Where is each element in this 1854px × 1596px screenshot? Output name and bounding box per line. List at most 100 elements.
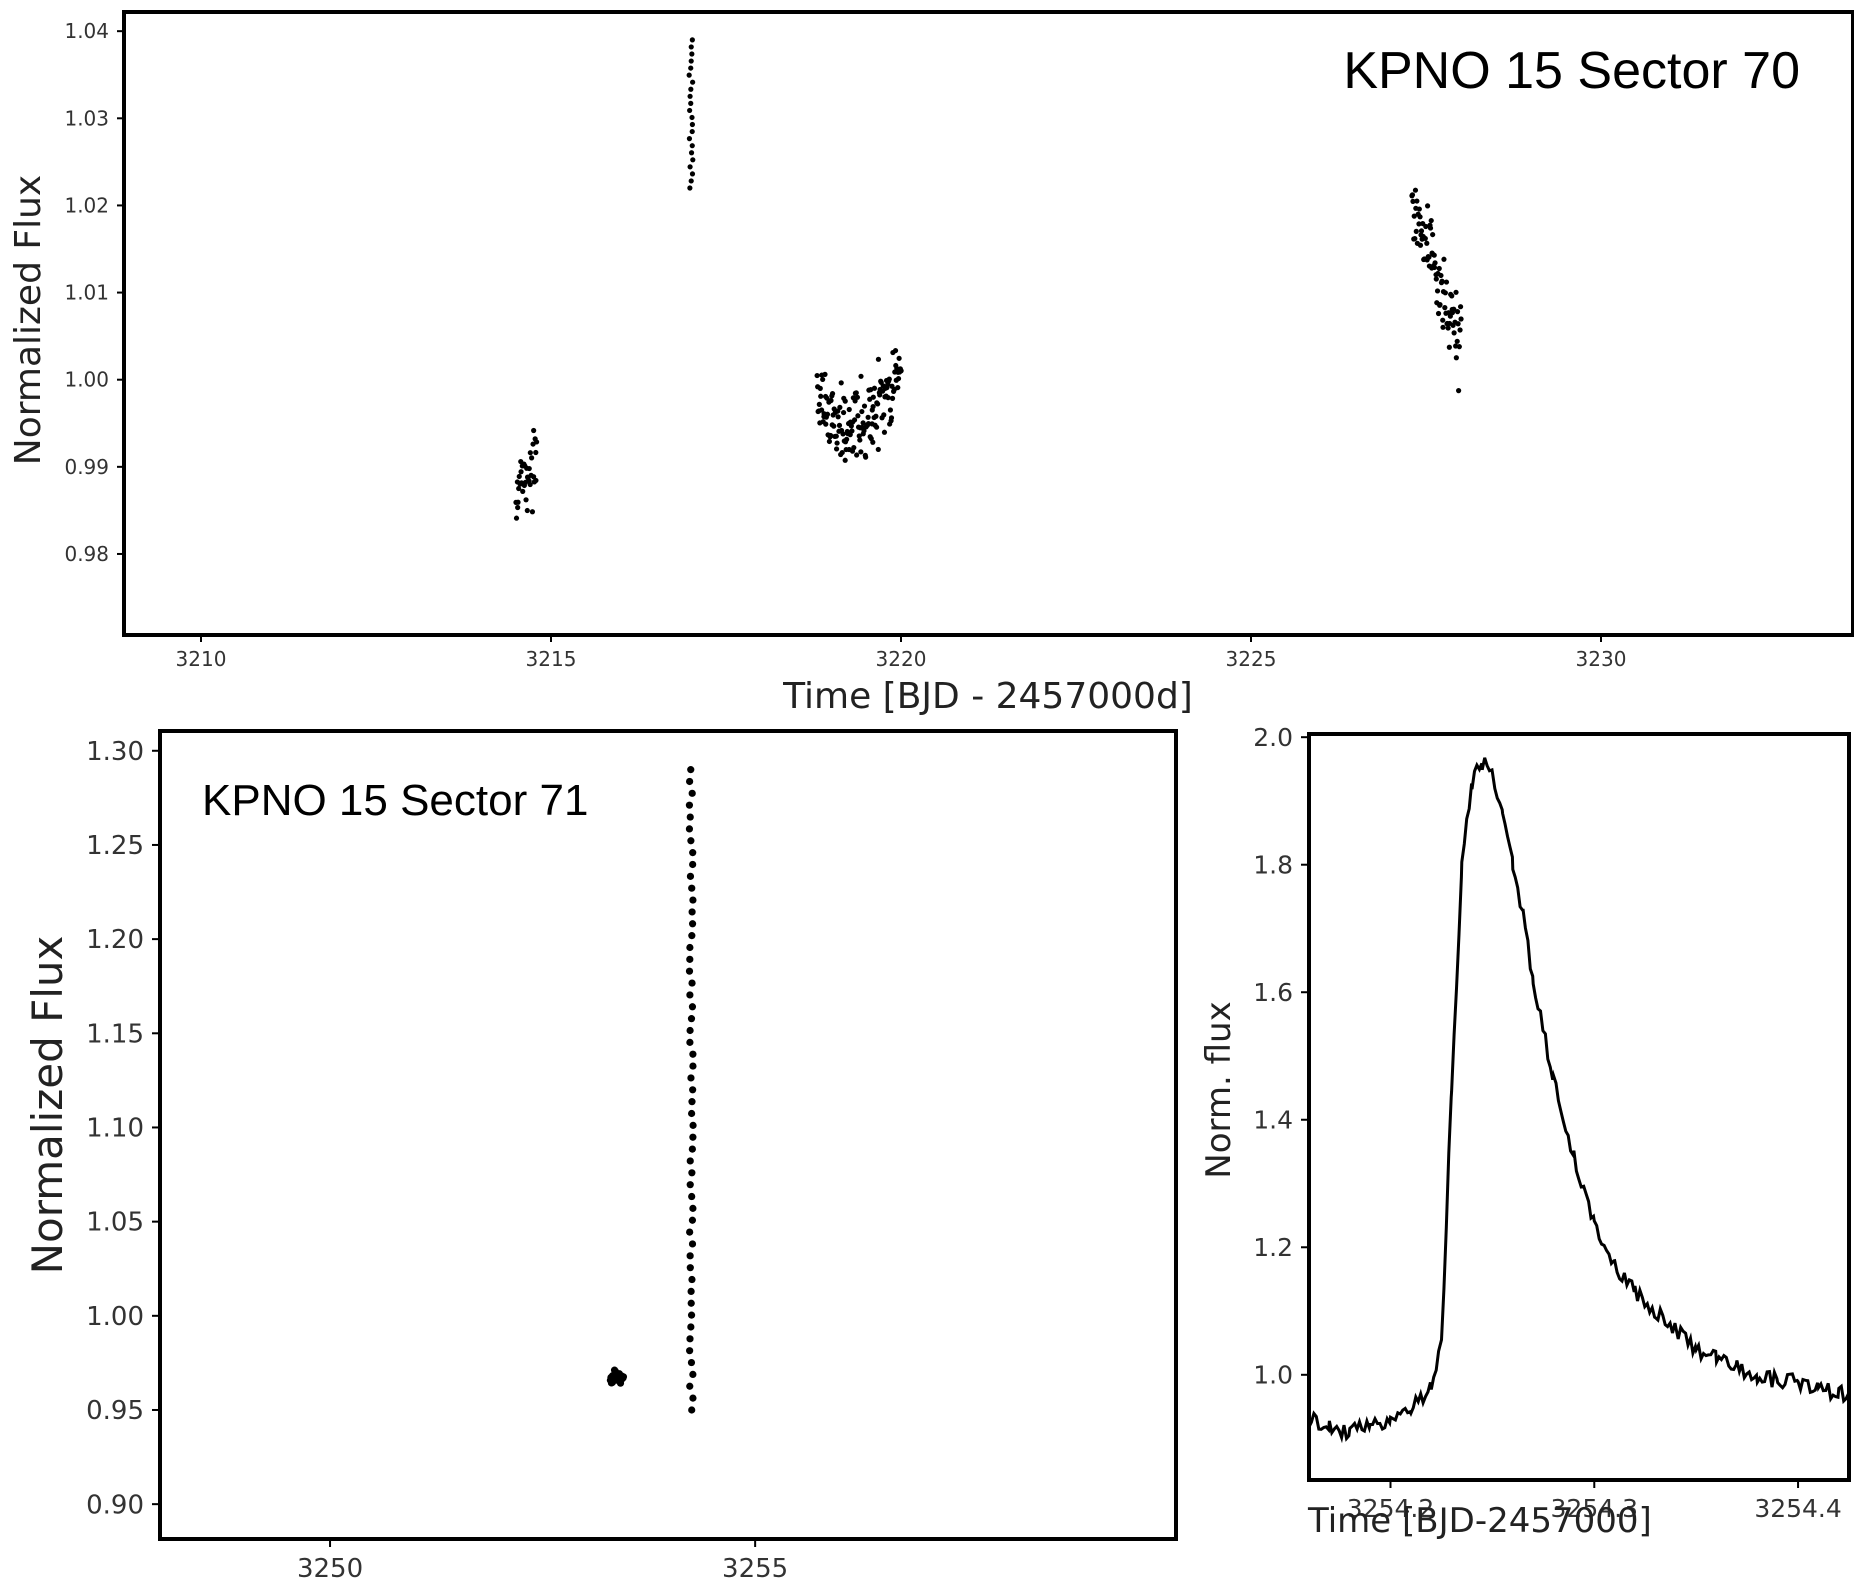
- flare-point: [687, 1287, 695, 1295]
- data-point: [885, 395, 891, 401]
- data-point: [1456, 344, 1462, 350]
- flare-zoom-y-axis-label: Norm. flux: [1199, 1001, 1239, 1178]
- flare-point: [687, 1358, 696, 1367]
- data-point: [881, 429, 888, 435]
- data-point: [842, 398, 848, 404]
- data-point: [1412, 187, 1419, 193]
- flare-point: [688, 789, 696, 797]
- data-point: [859, 408, 865, 415]
- sector-71-y-tick-label: 1.10: [86, 1114, 144, 1144]
- sector-70-data-points: [513, 187, 1464, 521]
- sector-71-y-tick-label: 1.05: [86, 1208, 144, 1238]
- data-point: [1428, 217, 1434, 224]
- sector-70-y-tick-label: 1.04: [64, 19, 109, 43]
- data-point: [824, 411, 831, 417]
- data-point: [863, 454, 869, 460]
- data-point: [1427, 225, 1434, 231]
- data-point: [1424, 240, 1430, 246]
- data-point: [1456, 388, 1462, 394]
- data-point: [527, 450, 533, 456]
- flare-zoom-y-tick-label: 1.0: [1253, 1361, 1293, 1390]
- flare-point: [687, 837, 695, 845]
- data-point: [533, 449, 539, 456]
- flare-point: [689, 37, 695, 43]
- data-point: [873, 413, 879, 419]
- flare-point: [686, 1252, 694, 1260]
- sector-70-x-ticks: 3210 3215 3220 3225 3230: [176, 635, 1626, 671]
- data-point: [1451, 306, 1457, 312]
- flare-zoom-y-ticks: 1.0 1.2 1.4 1.6 1.8 2.0: [1253, 723, 1309, 1390]
- flare-zoom-y-tick-label: 2.0: [1253, 723, 1293, 752]
- flare-point: [686, 1335, 694, 1343]
- flare-point: [688, 884, 696, 892]
- flare-point: [686, 1382, 694, 1390]
- data-point: [881, 412, 887, 418]
- flare-point: [689, 1204, 697, 1212]
- sector-71-title: KPNO 15 Sector 71: [202, 776, 588, 825]
- flare-point: [689, 114, 695, 121]
- sector-70-y-tick-label: 1.03: [64, 106, 109, 130]
- data-point: [534, 439, 540, 445]
- flare-point: [687, 1299, 695, 1307]
- data-point: [527, 481, 533, 488]
- flare-point: [688, 1216, 697, 1224]
- flare-point: [687, 164, 693, 170]
- data-point: [836, 422, 843, 428]
- data-point: [529, 455, 535, 461]
- flare-point: [690, 157, 696, 163]
- flare-zoom-y-tick-label: 1.8: [1253, 850, 1293, 879]
- data-point: [1411, 213, 1417, 219]
- data-point: [875, 356, 882, 362]
- flare-point: [689, 1062, 697, 1070]
- flare-point: [688, 1406, 696, 1414]
- flare-point: [685, 825, 694, 833]
- data-point: [513, 515, 520, 521]
- data-point: [516, 473, 522, 480]
- flare-point: [688, 65, 694, 71]
- flare-point: [686, 1038, 694, 1046]
- data-point: [817, 385, 823, 391]
- data-point: [823, 421, 829, 427]
- flare-point: [688, 58, 694, 64]
- flare-point: [688, 1192, 696, 1201]
- flare-point: [686, 955, 694, 963]
- data-point: [1424, 203, 1431, 209]
- data-point: [1423, 223, 1429, 230]
- data-point: [1442, 290, 1448, 296]
- flare-point: [687, 1015, 696, 1023]
- data-point: [1416, 221, 1422, 227]
- data-point: [1437, 301, 1443, 308]
- data-point: [524, 507, 530, 514]
- data-point: [523, 497, 529, 503]
- panel-flare-zoom: 3254.2 3254.3 3254.4 1.0 1.2 1.4 1.6 1.8 2.0 Ti…: [1199, 723, 1851, 1541]
- data-point: [515, 504, 521, 511]
- data-point: [1442, 305, 1448, 311]
- flare-point: [688, 1275, 696, 1284]
- flare-point: [688, 932, 696, 940]
- sector-70-y-tick-label: 1.02: [64, 193, 109, 217]
- flare-point: [686, 136, 693, 142]
- data-point: [846, 406, 852, 413]
- flare-point: [688, 1098, 696, 1106]
- panel-sector-71: 3250 3255 0.90 0.95 1.00 1.05 1.10 1.15 1.20 1.2…: [23, 729, 1178, 1584]
- data-point: [851, 417, 858, 423]
- flare-point: [688, 1169, 696, 1177]
- sector-70-title: KPNO 15 Sector 70: [1343, 42, 1800, 100]
- flare-point: [686, 1228, 694, 1236]
- data-point: [887, 407, 894, 413]
- flare-point: [686, 1181, 694, 1189]
- data-point: [833, 446, 840, 452]
- flare-point: [688, 1145, 696, 1153]
- data-point: [1457, 327, 1463, 333]
- data-point: [865, 414, 871, 420]
- flare-point: [688, 150, 695, 156]
- data-point: [834, 440, 840, 446]
- data-point: [886, 376, 892, 382]
- data-point: [898, 368, 904, 374]
- flare-point: [689, 1394, 697, 1402]
- sector-71-y-ticks: 0.90 0.95 1.00 1.05 1.10 1.15 1.20 1.25 1.30: [86, 737, 160, 1520]
- data-point: [1446, 344, 1452, 350]
- data-point: [816, 401, 822, 407]
- flare-point: [689, 1050, 697, 1058]
- flare-point: [686, 872, 695, 880]
